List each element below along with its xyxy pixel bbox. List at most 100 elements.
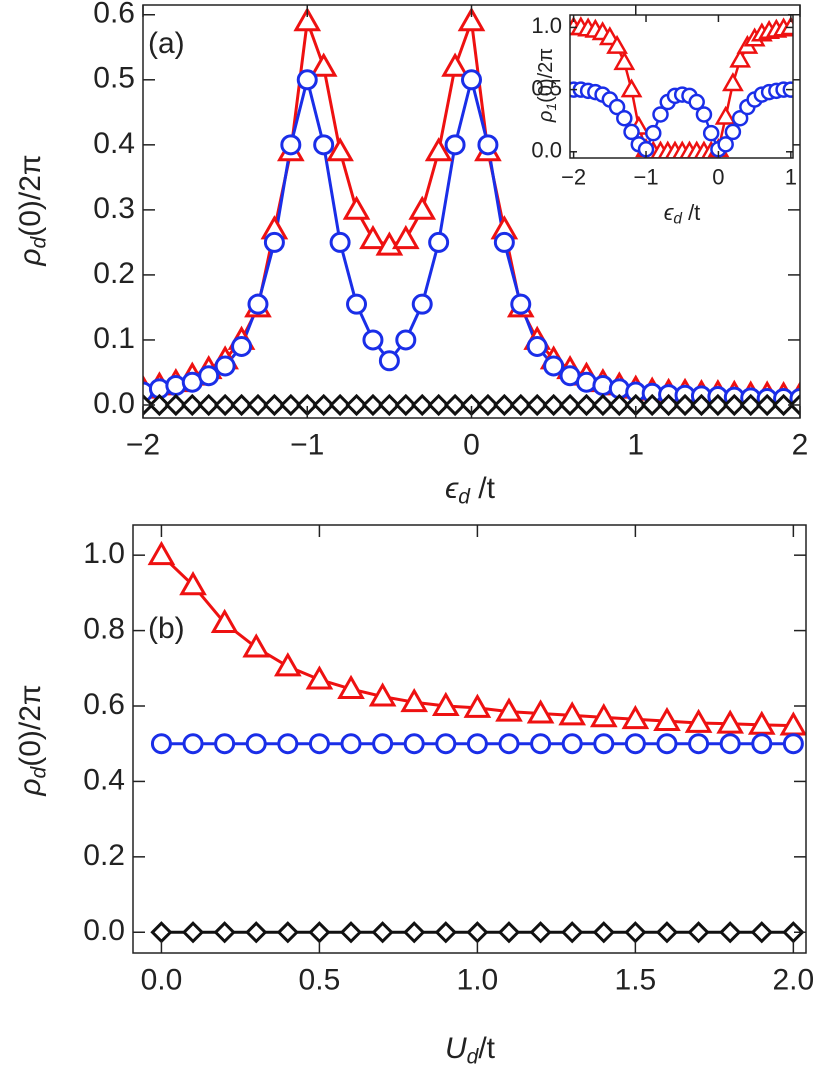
marker bbox=[337, 674, 365, 699]
marker bbox=[308, 733, 330, 755]
marker bbox=[394, 393, 417, 417]
marker bbox=[476, 393, 500, 417]
y-axis-label-rest: (0)/2π bbox=[14, 684, 47, 766]
marker bbox=[328, 393, 352, 417]
marker bbox=[526, 335, 548, 357]
marker bbox=[688, 93, 705, 111]
marker bbox=[148, 393, 171, 417]
y-tick-label: 0.6 bbox=[93, 0, 135, 30]
marker bbox=[461, 69, 482, 91]
marker bbox=[593, 733, 615, 755]
marker bbox=[624, 921, 647, 944]
y-tick-label: 0.8 bbox=[83, 613, 125, 646]
marker bbox=[181, 393, 204, 417]
y-axis-label-rest: (0)/2π bbox=[535, 48, 557, 103]
y-axis-label-base: ρ bbox=[14, 778, 47, 796]
marker bbox=[443, 393, 467, 417]
marker bbox=[608, 393, 631, 417]
marker bbox=[342, 195, 371, 220]
x-axis-label: ϵd /t bbox=[445, 472, 496, 508]
marker bbox=[695, 106, 713, 123]
marker bbox=[645, 124, 662, 142]
marker bbox=[263, 393, 286, 417]
marker bbox=[277, 733, 299, 755]
marker bbox=[210, 608, 239, 633]
x-tick-label: 0.5 bbox=[299, 963, 341, 996]
marker bbox=[497, 921, 521, 944]
marker bbox=[427, 393, 450, 417]
marker bbox=[716, 709, 745, 734]
marker bbox=[361, 393, 385, 417]
marker bbox=[655, 921, 679, 944]
y-axis-label-sub: 1 bbox=[543, 103, 559, 111]
y-tick-label: 0.0 bbox=[93, 387, 135, 420]
marker bbox=[276, 921, 299, 944]
x-tick-label: 2.0 bbox=[773, 963, 815, 996]
marker bbox=[231, 335, 253, 357]
marker bbox=[346, 293, 368, 315]
plot-area bbox=[147, 540, 806, 944]
plot-frame bbox=[569, 14, 794, 159]
x-axis-label-base: ϵ bbox=[445, 472, 459, 505]
marker bbox=[434, 921, 457, 944]
marker bbox=[657, 393, 680, 417]
y-axis-label: ρd(0)/2π bbox=[14, 684, 50, 796]
marker bbox=[431, 691, 460, 716]
marker bbox=[739, 393, 762, 417]
marker bbox=[408, 195, 437, 220]
x-tick-label: 1.5 bbox=[615, 963, 657, 996]
panel-label: (b) bbox=[148, 612, 185, 645]
x-tick-label: −2 bbox=[561, 165, 586, 190]
x-tick-label: 1 bbox=[627, 428, 644, 461]
marker bbox=[213, 921, 236, 944]
marker bbox=[411, 393, 434, 417]
marker bbox=[616, 109, 633, 127]
marker bbox=[673, 393, 697, 417]
marker bbox=[714, 105, 737, 125]
marker bbox=[279, 393, 302, 417]
marker bbox=[719, 733, 741, 755]
marker bbox=[558, 393, 582, 417]
marker bbox=[530, 733, 552, 755]
marker bbox=[214, 355, 236, 377]
marker bbox=[656, 733, 678, 755]
marker bbox=[719, 921, 742, 944]
y-tick-label: 0.2 bbox=[93, 257, 135, 290]
marker bbox=[305, 665, 334, 690]
marker bbox=[724, 123, 742, 141]
marker bbox=[756, 393, 779, 417]
x-axis-label-sub: d bbox=[458, 485, 471, 508]
marker bbox=[378, 393, 401, 417]
marker bbox=[751, 733, 773, 755]
marker bbox=[706, 393, 729, 417]
marker bbox=[558, 701, 587, 726]
y-tick-label: 0.4 bbox=[93, 127, 135, 160]
y-axis-label-sub: d bbox=[27, 235, 50, 248]
marker bbox=[750, 921, 773, 944]
marker bbox=[329, 231, 351, 253]
marker bbox=[653, 706, 681, 732]
marker bbox=[273, 652, 302, 677]
marker bbox=[296, 69, 318, 91]
x-axis-label: ϵd /t bbox=[664, 200, 701, 228]
marker bbox=[245, 733, 267, 755]
x-tick-label: 0.0 bbox=[141, 963, 183, 996]
marker bbox=[526, 393, 549, 417]
marker bbox=[247, 293, 269, 315]
y-tick-label: 0.5 bbox=[531, 75, 562, 100]
y-tick-label: 0.0 bbox=[83, 914, 125, 947]
x-tick-label: 2 bbox=[792, 428, 809, 461]
x-tick-label: −1 bbox=[290, 428, 324, 461]
marker bbox=[457, 6, 486, 32]
marker bbox=[391, 224, 420, 250]
marker bbox=[591, 393, 615, 417]
marker bbox=[428, 231, 450, 253]
marker bbox=[411, 293, 433, 315]
marker bbox=[147, 540, 176, 566]
y-tick-label: 0.3 bbox=[93, 192, 135, 225]
marker bbox=[509, 393, 532, 417]
marker bbox=[359, 224, 387, 250]
x-axis-label-rest: /t bbox=[682, 200, 700, 225]
y-axis-label: ρ1(0)/2π bbox=[535, 48, 558, 123]
marker bbox=[444, 134, 466, 156]
